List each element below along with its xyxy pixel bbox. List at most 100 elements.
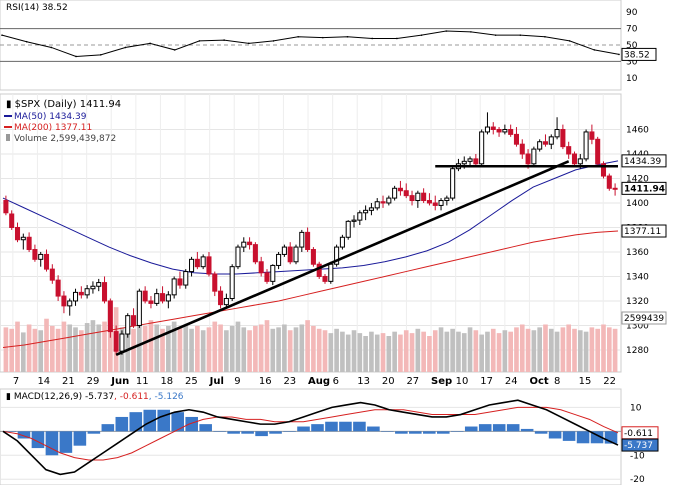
candle-body <box>119 333 125 352</box>
x-tick-label: 14 <box>37 376 50 387</box>
macd-histogram-bar <box>227 431 240 434</box>
macd-histogram-bar <box>520 428 534 432</box>
candle-body <box>96 282 102 287</box>
candle-body <box>3 200 9 214</box>
candle-body <box>328 263 334 282</box>
macd-histogram-bar <box>17 431 31 439</box>
candle-body <box>165 294 171 302</box>
legend-volume-swatch <box>6 134 10 141</box>
candle-body <box>293 246 299 263</box>
price-title: ▮ $SPX (Daily) 1411.94 <box>6 99 121 110</box>
candle-body <box>55 279 61 297</box>
macd-histogram-bar <box>450 431 464 432</box>
macd-histogram-bar <box>297 426 310 432</box>
price-tick-label: 1460 <box>626 125 649 135</box>
macd-lines <box>2 399 619 476</box>
volume-bar <box>166 325 171 372</box>
macd-histogram-bar <box>423 431 436 434</box>
x-tick-label: 17 <box>480 376 493 387</box>
rsi-point <box>99 54 102 56</box>
x-tick-label: 27 <box>406 376 419 387</box>
candle-body <box>554 128 560 138</box>
rsi-point <box>519 34 522 36</box>
volume-bar <box>589 327 595 372</box>
rsi-point <box>223 39 225 41</box>
x-tick-label: 24 <box>505 376 518 387</box>
volume-bar <box>108 325 113 372</box>
volume-bar <box>386 336 392 372</box>
volume-bar <box>160 328 165 372</box>
rsi-point <box>420 34 423 36</box>
rsi-point <box>1 34 3 36</box>
candle-body <box>438 200 444 206</box>
rsi-tick-label: 50 <box>626 41 638 51</box>
price-tick-label: 1300 <box>626 321 649 331</box>
volume-bar <box>148 320 154 372</box>
candle-body <box>26 236 32 251</box>
candle-body <box>316 263 322 277</box>
macd-histogram-bar <box>157 409 171 432</box>
price-value-badges: 1434.39 1411.94 1377.11 2599439 <box>621 154 667 325</box>
rsi-point <box>297 36 299 38</box>
candle-body <box>566 146 572 155</box>
rsi-point <box>173 49 176 51</box>
volume-bar <box>44 318 49 372</box>
candle-body <box>351 219 357 222</box>
candle-body <box>160 293 166 302</box>
price-badge-box <box>621 181 667 195</box>
macd-histogram-bar <box>3 431 17 432</box>
macd-histogram-bar <box>409 431 422 434</box>
x-tick-label: 9 <box>234 376 240 387</box>
macd-line <box>2 399 619 476</box>
macd-badge-text: -5.737 <box>624 441 653 451</box>
rsi-point <box>544 36 546 38</box>
volume-bar <box>496 333 502 372</box>
candle-body <box>519 143 525 155</box>
rsi-point <box>618 53 620 56</box>
macd-histogram-bar <box>213 431 226 432</box>
volume-bar <box>61 321 67 372</box>
legend-label: MA(200) 1377.11 <box>14 123 92 133</box>
macd-histogram-bar <box>381 431 394 432</box>
volume-bar <box>212 321 218 372</box>
volume-bar <box>55 328 61 372</box>
candle-body <box>223 298 229 306</box>
volume-bar <box>264 320 270 372</box>
rsi-point <box>198 40 201 42</box>
volume-bar <box>38 330 44 372</box>
candle-body <box>189 258 195 273</box>
macd-value-badges: -0.611 -5.737 <box>621 426 659 452</box>
rsi-panel: 90 70 50 30 10 RSI(14) 38.52 38.52 <box>0 0 657 91</box>
candle-body <box>194 258 200 268</box>
macd-histogram <box>3 409 618 456</box>
candle-body <box>513 133 519 145</box>
x-tick-label: 18 <box>160 376 173 387</box>
rsi-point <box>371 37 374 40</box>
rsi-tick-labels: 90 70 50 30 10 <box>626 8 638 84</box>
volume-bar <box>438 327 444 372</box>
volume-bar <box>253 325 258 372</box>
candle-body <box>560 128 566 148</box>
candle-body <box>148 300 154 304</box>
candle-body <box>334 246 340 265</box>
volume-bar <box>392 331 397 372</box>
volume-bar <box>461 333 467 372</box>
x-tick-label: 15 <box>579 376 592 387</box>
rsi-tick-label: 30 <box>626 57 638 67</box>
volume-bar <box>467 327 473 372</box>
rsi-point <box>494 34 497 36</box>
macd-signal-line <box>2 406 619 461</box>
macd-histogram-bar <box>59 431 73 453</box>
volume-bar <box>102 321 107 372</box>
macd-panel: 100-10-20 ▮ MACD(12,26,9) -5.737, -0.611… <box>0 388 659 485</box>
candle-body <box>415 192 421 202</box>
candle-body <box>612 187 618 190</box>
macd-histogram-bar <box>87 431 101 434</box>
candle-body <box>368 207 374 211</box>
volume-bar <box>9 328 15 372</box>
macd-legend-item: , -5.126 <box>149 392 184 402</box>
candle-body <box>131 315 137 326</box>
candle-body <box>386 197 392 204</box>
candle-body <box>49 268 55 281</box>
macd-histogram-bar <box>464 426 478 432</box>
